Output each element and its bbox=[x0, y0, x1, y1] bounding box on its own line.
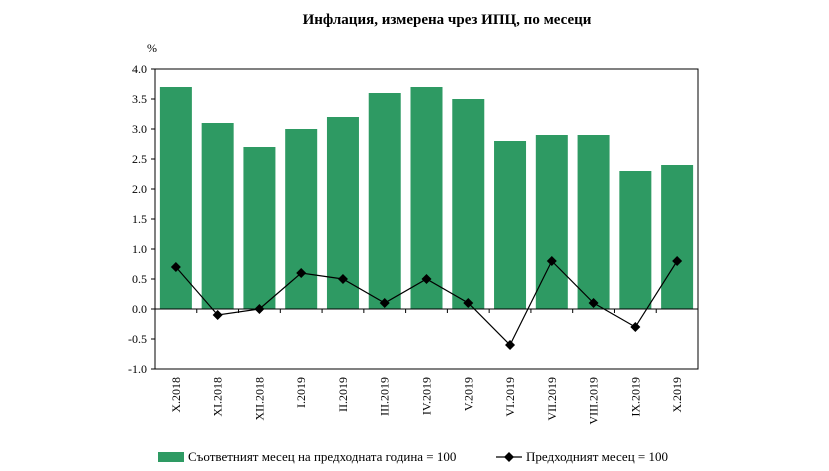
bar bbox=[243, 147, 276, 309]
legend-label-bar: Съответният месец на предходната година … bbox=[188, 449, 456, 464]
y-tick-label: 2.0 bbox=[132, 182, 147, 196]
y-tick-label: -1.0 bbox=[128, 362, 147, 376]
line-point-diamond bbox=[463, 298, 474, 308]
line-point-diamond bbox=[546, 256, 557, 266]
x-category-label: IX.2019 bbox=[628, 377, 642, 417]
x-category-label: X.2018 bbox=[169, 377, 183, 413]
y-tick-label: 3.0 bbox=[132, 122, 147, 136]
line-point-diamond bbox=[630, 322, 641, 332]
x-category-label: XI.2018 bbox=[211, 377, 225, 417]
x-category-label: I.2019 bbox=[294, 377, 308, 408]
x-axis: X.2018 XI.2018 XII.2018 I.2019 II.2019 III.20… bbox=[169, 377, 684, 425]
bar bbox=[410, 87, 443, 309]
bar bbox=[201, 123, 234, 309]
bar bbox=[619, 171, 652, 309]
y-axis-unit-label: % bbox=[147, 41, 157, 55]
bar bbox=[452, 99, 485, 309]
x-category-label: IV.2019 bbox=[420, 377, 434, 415]
y-tick-label: -0.5 bbox=[128, 332, 147, 346]
x-category-label: V.2019 bbox=[461, 377, 475, 411]
line-point-diamond bbox=[296, 268, 307, 278]
x-category-label: XII.2018 bbox=[252, 377, 266, 421]
line-point-diamond bbox=[672, 256, 683, 266]
y-tick-label: 4.0 bbox=[132, 62, 147, 76]
bar-series bbox=[159, 87, 694, 309]
bar bbox=[159, 87, 192, 309]
line-point-diamond bbox=[421, 274, 432, 284]
bar bbox=[285, 129, 318, 309]
x-category-label: VII.2019 bbox=[545, 377, 559, 421]
y-tick-label: 3.5 bbox=[132, 92, 147, 106]
y-tick-label: 2.5 bbox=[132, 152, 147, 166]
x-category-label: VI.2019 bbox=[503, 377, 517, 417]
legend: Съответният месец на предходната година … bbox=[158, 449, 668, 464]
bar bbox=[577, 135, 610, 309]
x-category-label: X.2019 bbox=[670, 377, 684, 413]
legend-label-line: Предходният месец = 100 bbox=[526, 449, 668, 464]
y-tick-label: 0.5 bbox=[132, 272, 147, 286]
bar bbox=[494, 141, 527, 309]
legend-marker-diamond bbox=[504, 452, 514, 462]
y-tick-label: 1.5 bbox=[132, 212, 147, 226]
line-point-diamond bbox=[254, 304, 265, 314]
bar bbox=[535, 135, 568, 309]
line-point-diamond bbox=[379, 298, 390, 308]
x-category-label: II.2019 bbox=[336, 377, 350, 412]
bar bbox=[661, 165, 694, 309]
line-point-diamond bbox=[212, 310, 223, 320]
legend-swatch-bar bbox=[158, 452, 184, 462]
chart-title: Инфлация, измерена чрез ИПЦ, по месеци bbox=[303, 12, 592, 28]
y-tick-label: 0.0 bbox=[132, 302, 147, 316]
x-category-label: VIII.2019 bbox=[587, 377, 601, 425]
line-point-diamond bbox=[170, 262, 181, 272]
line-point-diamond bbox=[588, 298, 599, 308]
bar bbox=[368, 93, 401, 309]
zero-axis bbox=[154, 308, 699, 313]
y-axis: 4.0 3.5 3.0 2.5 2.0 1.5 1.0 0.5 0.0 -0.5 -1.0 bbox=[128, 62, 155, 376]
x-category-label: III.2019 bbox=[378, 377, 392, 416]
line-point-diamond bbox=[505, 340, 516, 350]
y-tick-label: 1.0 bbox=[132, 242, 147, 256]
line-series bbox=[170, 256, 683, 350]
line-point-diamond bbox=[337, 274, 348, 284]
